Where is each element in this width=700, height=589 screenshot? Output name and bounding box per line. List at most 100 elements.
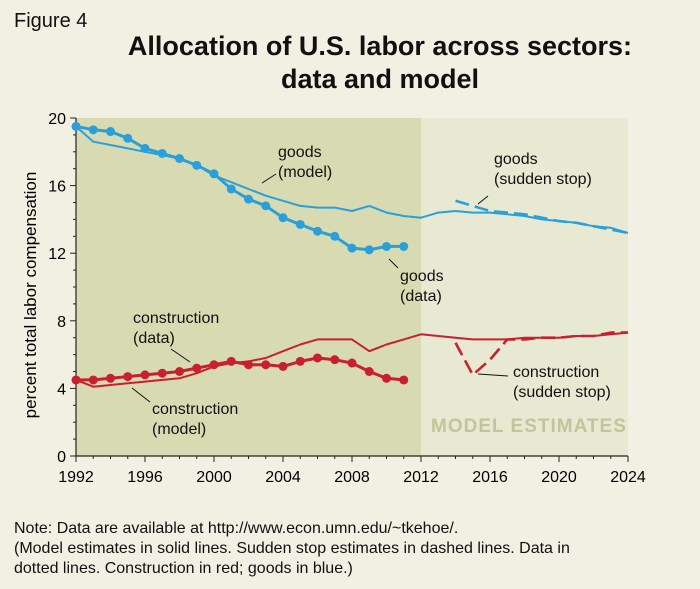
x-tick-label: 1996 <box>127 469 163 486</box>
figure-label: Figure 4 <box>14 10 88 32</box>
series-label: construction (model) <box>152 401 238 438</box>
data-point <box>140 143 150 153</box>
data-point <box>382 241 391 251</box>
chart-title-line-1: Allocation of U.S. labor across sectors: <box>127 31 633 61</box>
data-point <box>347 243 357 253</box>
data-point <box>106 127 115 137</box>
series-label-line: construction <box>152 401 238 418</box>
data-point <box>88 125 98 135</box>
series-line <box>75 331 629 388</box>
x-tick-label: 2008 <box>334 469 370 486</box>
data-point <box>226 184 236 194</box>
data-point <box>295 219 305 229</box>
chart-title-line-2: data and model <box>280 64 480 94</box>
series-construction-data <box>71 353 409 385</box>
y-axis-label: percent total labor compensation <box>21 172 40 419</box>
x-tick-label: 2012 <box>403 469 439 486</box>
data-point <box>175 154 184 164</box>
x-tick-label: 2016 <box>472 469 508 486</box>
data-point <box>106 373 115 383</box>
x-tick-label: 2000 <box>196 469 232 486</box>
series-label: construction (sudden stop) <box>513 364 611 401</box>
x-tick-label: 1992 <box>58 469 94 486</box>
data-point <box>330 355 340 365</box>
data-point <box>399 241 409 251</box>
series-label-line: (data) <box>400 288 442 305</box>
series-label: construction (data) <box>133 310 219 347</box>
data-point <box>364 367 374 376</box>
series-label-line: goods <box>494 151 538 168</box>
series-label-line: (sudden stop) <box>494 171 592 188</box>
leader-line <box>477 373 509 377</box>
y-tick-label: 4 <box>57 381 66 398</box>
series-goods-data <box>71 121 409 255</box>
data-point <box>261 201 271 211</box>
data-point <box>71 121 81 131</box>
y-tick-label: 20 <box>48 111 66 128</box>
series-label-line: (model) <box>278 164 332 181</box>
data-point <box>209 169 219 179</box>
model-estimates-label: MODEL ESTIMATES <box>431 416 627 437</box>
series-labels: goods (model) goods (data) goods (sudden stop… <box>131 144 611 438</box>
leader-line <box>261 173 277 184</box>
data-point <box>244 194 253 204</box>
series-label: goods (model) <box>278 144 332 181</box>
series-label: goods (sudden stop) <box>494 151 592 188</box>
series-label-line: goods <box>278 144 322 161</box>
leader-line <box>170 348 191 363</box>
chart-title: Allocation of U.S. labor across sectors:… <box>70 30 690 96</box>
series-layer <box>71 121 629 388</box>
data-point <box>226 356 236 366</box>
data-region <box>76 118 421 456</box>
series-label-line: (sudden stop) <box>513 384 611 401</box>
note-line-3: dotted lines. Construction in red; goods… <box>14 560 353 577</box>
y-tick-label: 12 <box>48 246 66 263</box>
series-goods-sudden-stop <box>455 199 629 235</box>
data-point <box>261 360 271 370</box>
x-tick-label: 2004 <box>265 469 301 486</box>
data-point <box>313 353 322 363</box>
data-point <box>244 360 253 370</box>
series-label-line: construction <box>133 310 219 327</box>
series-label-line: construction <box>513 364 599 381</box>
data-point <box>278 213 288 223</box>
y-tick-label: 0 <box>57 449 66 466</box>
data-point <box>192 160 202 170</box>
x-tick-label: 2020 <box>541 469 577 486</box>
leader-line <box>477 195 489 205</box>
x-tick-label: 2024 <box>610 469 646 486</box>
y-tick-label: 8 <box>57 314 66 331</box>
series-line <box>455 199 629 235</box>
note-line-2: (Model estimates in solid lines. Sudden … <box>14 540 570 557</box>
series-line <box>454 331 628 377</box>
data-point <box>123 372 133 382</box>
series-label-line: (data) <box>133 330 175 347</box>
data-point <box>330 231 340 241</box>
data-point <box>347 358 357 368</box>
data-point <box>157 368 167 378</box>
data-point <box>123 133 133 143</box>
series-construction-model <box>75 331 629 388</box>
data-point <box>313 226 322 236</box>
y-tick-label: 16 <box>48 179 66 196</box>
data-point <box>192 363 202 373</box>
note-line-1: Note: Data are available at http://www.e… <box>14 520 459 537</box>
series-label-line: (model) <box>152 421 206 438</box>
leader-line <box>131 387 151 403</box>
data-point <box>382 373 391 383</box>
series-construction-sudden-stop <box>454 331 628 377</box>
series-label-line: goods <box>400 268 444 285</box>
chart-note: Note: Data are available at http://www.e… <box>14 519 614 579</box>
chart: MODEL ESTIMATES 1992 1996 2000 2004 2008 2012… <box>21 111 646 486</box>
data-point <box>209 360 219 370</box>
axes: 1992 1996 2000 2004 2008 2012 2016 2020 20240481… <box>48 111 646 486</box>
data-point <box>175 367 184 376</box>
series-label: goods (data) <box>400 268 444 305</box>
leader-line <box>388 258 399 269</box>
data-point <box>364 245 374 255</box>
data-point <box>295 356 305 366</box>
data-point <box>278 361 288 371</box>
data-point <box>157 148 167 158</box>
data-point <box>88 375 98 385</box>
model-estimates-region <box>421 118 628 456</box>
